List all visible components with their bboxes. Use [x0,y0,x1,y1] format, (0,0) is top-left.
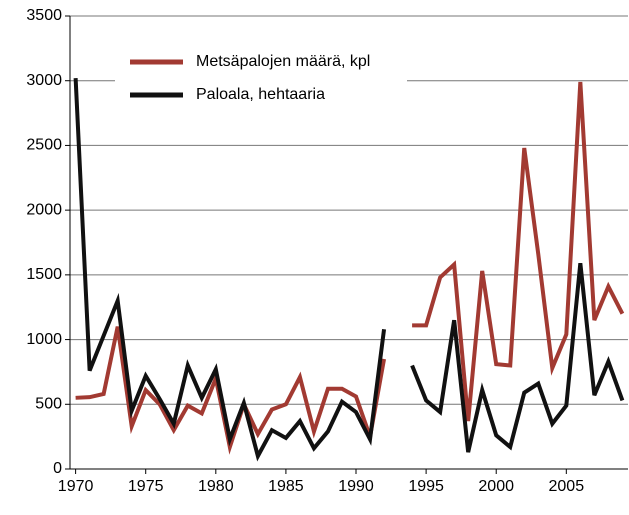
x-tick-label: 1985 [268,478,304,495]
y-tick-label: 1000 [26,331,62,348]
x-tick-label: 1975 [128,478,164,495]
x-tick-label: 2000 [478,478,514,495]
y-tick-label: 500 [35,396,62,413]
legend-label: Paloala, hehtaaria [196,86,325,103]
y-tick-label: 2000 [26,201,62,218]
x-tick-label: 1970 [58,478,94,495]
line-series [73,78,625,462]
y-tick-label: 0 [53,460,62,477]
legend-box [115,42,407,114]
x-tick-label: 1990 [338,478,374,495]
legend-label: Metsäpalojen määrä, kpl [196,53,370,70]
line-series [75,81,625,455]
y-tick-label: 1500 [26,266,62,283]
y-tick-label: 2500 [26,137,62,154]
x-tick-label: 2005 [549,478,585,495]
y-tick-label: 3000 [26,72,62,89]
y-tick-label: 3500 [26,7,62,24]
x-tick-label: 1995 [408,478,444,495]
x-tick-label: 1980 [198,478,234,495]
